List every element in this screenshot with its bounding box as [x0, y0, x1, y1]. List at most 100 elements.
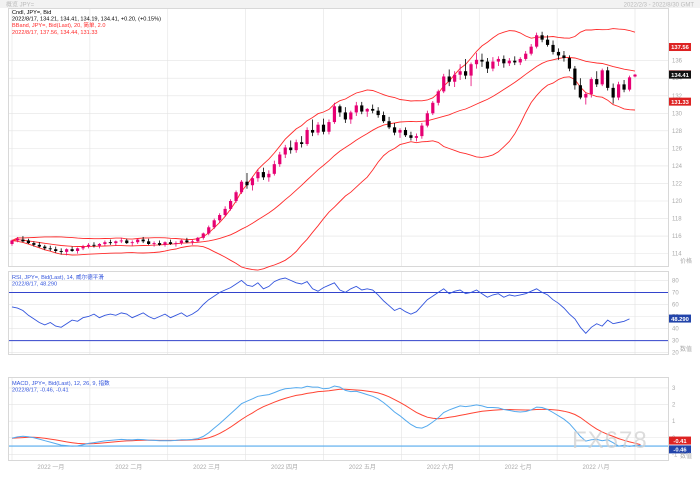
- candle-body: [611, 87, 615, 98]
- candle-body: [606, 70, 610, 88]
- candle-body: [310, 129, 315, 133]
- rsi-panel-frame: [8, 271, 669, 355]
- candle-body: [485, 61, 490, 69]
- candle-body: [447, 76, 451, 82]
- candle-body: [633, 74, 637, 77]
- legend-line: 2022/8/17, -0.46, -0.41: [12, 388, 69, 394]
- candle-body: [371, 108, 375, 111]
- candle-body: [420, 125, 424, 137]
- candle-body: [245, 181, 249, 186]
- candle-body: [179, 240, 184, 244]
- value-tag-box: [669, 445, 691, 454]
- candle-body: [283, 147, 287, 155]
- candle-body: [114, 241, 118, 244]
- candle-body: [15, 238, 20, 241]
- macd-signal-line: [11, 388, 641, 446]
- candle-body: [502, 58, 506, 64]
- candle-body: [239, 181, 244, 193]
- value-tag-text: 137.56: [671, 45, 690, 51]
- y-tick-label: 2: [672, 403, 676, 409]
- candle-body: [207, 227, 211, 234]
- candle-body: [223, 208, 227, 216]
- candle-body: [545, 39, 550, 45]
- candlestick-series: [10, 31, 637, 256]
- candle-body: [584, 94, 588, 98]
- y-axis-labels: 1361341321301281261241221201181161148070…: [672, 59, 683, 459]
- candle-body: [589, 79, 593, 95]
- candle-body: [474, 59, 479, 65]
- candle-body: [387, 121, 391, 128]
- top-strip-right: 2022/2/3 - 2022/8/30 GMT: [624, 3, 695, 9]
- legend-line: BBand, JPY=, Bid(Last), 20, 简单, 2.0: [12, 21, 105, 29]
- candle-body: [234, 192, 238, 201]
- y-tick-label: 124: [672, 164, 683, 170]
- y-tick-label: 60: [672, 302, 679, 308]
- candle-body: [92, 244, 96, 246]
- y-tick-label: 118: [672, 217, 682, 223]
- candle-body: [272, 164, 276, 174]
- candle-body: [463, 71, 468, 76]
- candle-body: [442, 76, 446, 92]
- candle-body: [496, 58, 500, 62]
- y-tick-label: 132: [672, 94, 683, 100]
- candle-body: [278, 154, 282, 165]
- candle-body: [86, 244, 91, 247]
- candle-body: [392, 127, 397, 133]
- candle-body: [343, 112, 347, 120]
- y-tick-label: 116: [672, 234, 682, 240]
- candle-body: [70, 249, 74, 251]
- value-tag-box: [669, 436, 691, 445]
- y-tick-label: 126: [672, 146, 683, 152]
- value-tag-text: -0.41: [673, 439, 687, 445]
- x-axis-month-label: 2022 四月: [271, 464, 298, 471]
- candle-body: [26, 240, 30, 244]
- candle-body: [540, 35, 544, 40]
- x-axis-labels: 2022 一月 2022 二月 2022 三月 2022 四月 2022 五月 2022 …: [37, 463, 609, 471]
- candle-body: [469, 64, 473, 76]
- candle-body: [305, 129, 309, 144]
- value-tag-text: -0.46: [673, 448, 687, 454]
- macd-unit-label: 数值: [680, 452, 692, 460]
- candle-body: [578, 85, 582, 98]
- candle-body: [43, 246, 47, 249]
- macd-line: [11, 385, 641, 447]
- candle-body: [507, 60, 511, 64]
- candle-body: [212, 220, 216, 228]
- candle-body: [398, 129, 402, 133]
- candle-body: [365, 108, 369, 112]
- candle-body: [409, 135, 413, 138]
- candle-body: [349, 112, 353, 120]
- candle-body: [141, 239, 145, 242]
- rsi-unit-label: 数值: [680, 345, 692, 353]
- y-tick-label: 30: [672, 339, 679, 345]
- top-strip-left: 概览 JPY=: [6, 1, 35, 9]
- legend-line: RSI, JPY=, Bid(Last), 14, 威尔德平滑: [12, 273, 104, 281]
- x-axis-month-label: 2022 六月: [427, 463, 454, 471]
- candle-body: [97, 243, 102, 246]
- candle-body: [289, 147, 293, 151]
- candle-body: [595, 79, 599, 85]
- value-tag-box: [669, 70, 691, 79]
- candle-body: [600, 70, 604, 85]
- y-tick-label: 128: [672, 129, 683, 135]
- legend-line: 2022/8/17, 134.21, 134.41, 134.19, 134.4…: [12, 17, 161, 23]
- indicator-lines: [11, 277, 641, 447]
- candle-body: [354, 105, 358, 113]
- y-tick-label: 114: [672, 252, 682, 258]
- y-tick-label: 1: [672, 419, 676, 425]
- candle-body: [147, 241, 151, 244]
- candle-body: [32, 243, 36, 245]
- y-tick-label: 40: [672, 327, 679, 333]
- candle-body: [59, 250, 63, 252]
- y-tick-label: 122: [672, 181, 683, 187]
- x-axis-month-label: 2022 二月: [115, 464, 142, 471]
- y-tick-label: 20: [672, 351, 679, 357]
- candle-body: [125, 240, 129, 244]
- candle-body: [21, 239, 25, 242]
- value-tag-text: 48.290: [671, 317, 689, 323]
- candle-body: [436, 91, 440, 103]
- candle-body: [360, 105, 364, 112]
